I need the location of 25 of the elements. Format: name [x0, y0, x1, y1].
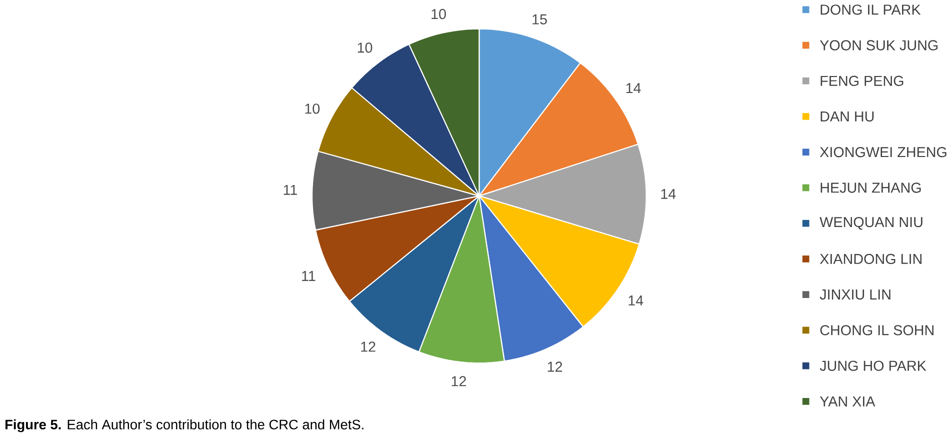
data-label: 12 [361, 342, 376, 352]
legend-label: WENQUAN NIU [820, 217, 922, 230]
legend-label: YAN XIA [820, 396, 876, 406]
legend-label: FENG PENG [820, 76, 904, 86]
data-label: 14 [661, 189, 676, 199]
data-label: 12 [452, 376, 466, 386]
legend-label: XIANDONG LIN [820, 254, 922, 264]
data-label: 10 [358, 42, 372, 53]
data-label: 11 [284, 185, 297, 195]
legend-label: YOON SUK JUNG [820, 40, 938, 50]
legend-label: JINXIU LIN [820, 290, 890, 300]
data-label: 14 [626, 83, 641, 94]
text: Figure 5. Each Author’s contribution to the CRC and MetS. [5, 419, 364, 432]
legend-label: DONG IL PARK [820, 4, 921, 15]
data-label: 12 [548, 362, 562, 372]
legend-label: HEJUN ZHANG [820, 182, 921, 193]
data-label: 10 [305, 104, 320, 114]
legend-label: CHONG IL SOHN [820, 325, 934, 336]
data-label: 11 [302, 271, 316, 282]
legend-label: JUNG HO PARK [820, 360, 926, 372]
data-label: 14 [628, 296, 644, 306]
legend-label: DAN HU [820, 112, 874, 122]
data-label: 15 [532, 14, 547, 25]
legend-label: XIONGWEI ZHENG [820, 147, 946, 158]
data-label: 10 [432, 9, 446, 20]
